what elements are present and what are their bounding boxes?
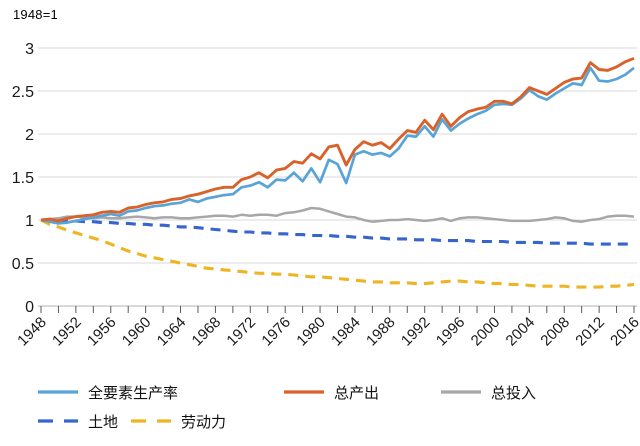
legend-label: 总投入 — [491, 384, 537, 402]
x-tick-label-1976: 1976 — [258, 314, 294, 350]
legend-swatch-solid — [441, 390, 481, 394]
legend-swatch-solid — [284, 390, 324, 394]
series-line-0 — [40, 66, 635, 225]
series-line-3 — [41, 218, 634, 246]
legend-item-3: 土地 — [37, 409, 118, 433]
index-base-label: 1948=1 — [13, 7, 58, 22]
y-tick-label-3: 3 — [25, 41, 34, 58]
x-tick-label-2008: 2008 — [537, 314, 573, 350]
y-tick-label-0.5: 0.5 — [12, 256, 34, 273]
y-tick-label-2.5: 2.5 — [12, 84, 34, 101]
x-tick-label-1984: 1984 — [328, 314, 364, 350]
x-tick-label-1988: 1988 — [363, 314, 399, 350]
legend-item-1: 总产出 — [283, 380, 379, 404]
x-tick-label-1996: 1996 — [433, 314, 469, 350]
legend-item-4: 劳动力 — [130, 409, 226, 433]
series-line-2 — [40, 206, 635, 223]
y-tick-label-1: 1 — [25, 213, 34, 230]
legend-label: 总产出 — [334, 384, 380, 402]
y-tick-label-0: 0 — [25, 299, 34, 316]
x-tick-label-2012: 2012 — [572, 314, 608, 350]
legend-swatch-dashed — [38, 419, 78, 423]
legend-item-2: 总投入 — [440, 380, 536, 404]
legend-row-1: 全要素生产率 总产出 总投入 — [0, 380, 640, 404]
x-tick-label-1992: 1992 — [398, 314, 434, 350]
x-tick-label-1956: 1956 — [84, 314, 120, 350]
x-tick-label-1968: 1968 — [189, 314, 225, 350]
y-tick-label-2: 2 — [25, 127, 34, 144]
x-tick-label-1948: 1948 — [14, 314, 50, 350]
series-line-4 — [40, 218, 635, 289]
series-line-1 — [40, 56, 635, 223]
legend-row-2: 土地 劳动力 — [0, 409, 640, 433]
x-tick-label-1952: 1952 — [49, 314, 85, 350]
x-tick-label-2004: 2004 — [503, 314, 539, 350]
x-tick-label-1972: 1972 — [224, 314, 260, 350]
legend-label: 劳动力 — [181, 413, 227, 431]
x-tick-label-2000: 2000 — [468, 314, 504, 350]
legend-label: 全要素生产率 — [88, 384, 179, 402]
x-tick-label-1980: 1980 — [293, 314, 329, 350]
x-tick-label-2016: 2016 — [607, 314, 640, 350]
legend-label: 土地 — [88, 413, 119, 431]
legend-swatch-dashed — [131, 419, 171, 423]
legend-swatch-solid — [38, 390, 78, 394]
legend: 全要素生产率 总产出 总投入 土地 劳动力 — [0, 378, 640, 446]
x-tick-label-1964: 1964 — [154, 314, 190, 350]
legend-item-0: 全要素生产率 — [37, 380, 178, 404]
y-tick-label-1.5: 1.5 — [12, 170, 34, 187]
x-tick-label-1960: 1960 — [119, 314, 155, 350]
